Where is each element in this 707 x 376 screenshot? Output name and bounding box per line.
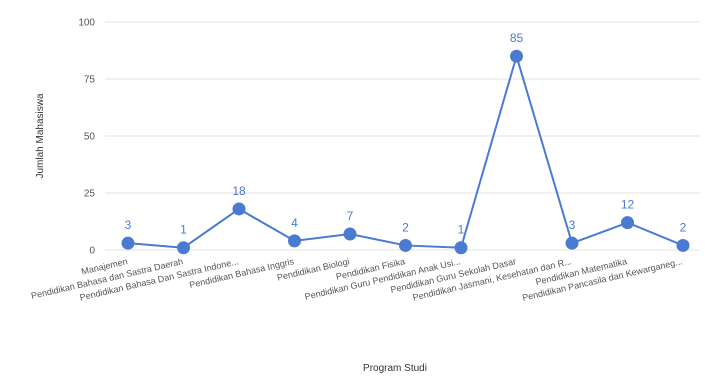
data-point [454, 241, 468, 255]
y-tick-label: 50 [84, 132, 96, 143]
y-axis-ticks: 0 25 50 75 100 [78, 18, 95, 257]
data-point [621, 216, 634, 230]
y-tick-label: 0 [89, 246, 95, 257]
data-label: 3 [125, 218, 132, 232]
data-label: 12 [621, 198, 635, 212]
data-point [232, 202, 246, 216]
data-label: 1 [180, 223, 187, 237]
series-line [127, 52, 684, 249]
gridlines [105, 21, 700, 251]
y-tick-label: 100 [78, 18, 95, 29]
y-tick-label: 75 [84, 75, 96, 86]
data-points [121, 49, 690, 255]
y-tick-label: 25 [84, 189, 96, 200]
data-label: 7 [347, 209, 354, 223]
data-point [676, 238, 690, 252]
y-axis-title: Jumlah Mahasiswa [35, 93, 46, 178]
data-label: 1 [458, 223, 465, 237]
data-label: 3 [569, 218, 576, 232]
data-point [343, 227, 357, 241]
data-point [121, 236, 135, 250]
data-labels: 3 1 18 4 7 2 1 85 3 12 2 [125, 31, 687, 237]
data-label: 2 [402, 220, 409, 234]
x-axis-title: Program Studi [363, 363, 427, 374]
series-polyline [127, 52, 684, 249]
data-point [177, 241, 190, 255]
data-point [510, 49, 523, 63]
data-point [288, 234, 301, 248]
data-label: 2 [680, 220, 687, 234]
data-point [565, 236, 579, 250]
data-label: 18 [232, 184, 246, 198]
data-label: 4 [291, 216, 298, 230]
data-label: 85 [510, 31, 524, 45]
data-point [399, 238, 412, 252]
